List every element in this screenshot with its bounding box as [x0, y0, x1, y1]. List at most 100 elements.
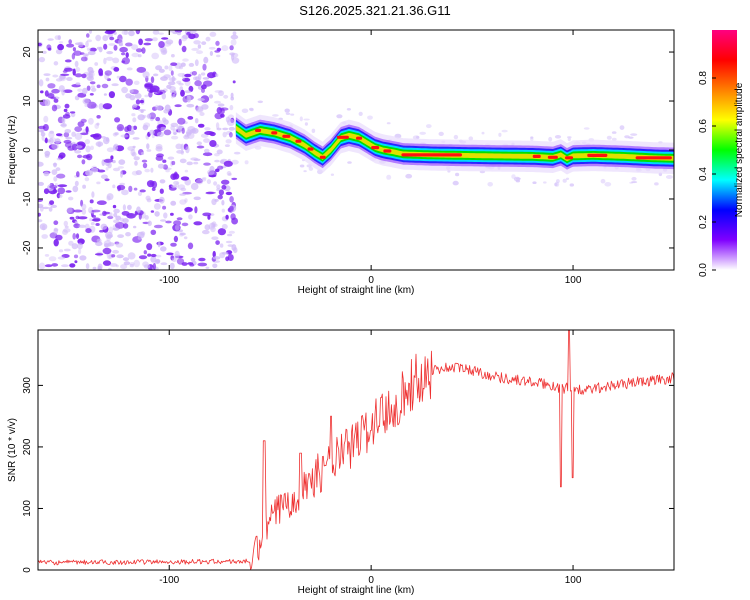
noise-blob [58, 249, 64, 253]
noise-blob [89, 93, 94, 96]
ridge-hotspot [356, 136, 363, 140]
noise-blob [189, 30, 197, 34]
noise-blob [56, 157, 62, 161]
halo-blob [299, 116, 303, 122]
halo-blob [498, 132, 502, 137]
noise-blob [82, 184, 86, 189]
noise-blob [180, 176, 190, 181]
noise-blob [122, 204, 126, 211]
noise-blob [191, 127, 199, 134]
noise-blob [71, 143, 78, 151]
noise-blob [131, 113, 136, 117]
noise-blob [187, 116, 194, 120]
noise-blob [63, 220, 68, 227]
noise-blob [152, 106, 158, 111]
halo-blob [548, 136, 553, 142]
noise-blob [39, 206, 44, 212]
noise-blob [103, 158, 114, 163]
noise-blob [197, 98, 205, 101]
noise-blob [76, 171, 80, 178]
noise-blob [198, 257, 206, 262]
noise-blob [106, 193, 114, 201]
noise-blob [186, 129, 192, 137]
noise-blob [49, 137, 57, 143]
y-tick-label: 200 [22, 438, 33, 455]
noise-blob [77, 121, 85, 127]
noise-blob [147, 113, 151, 119]
noise-blob [217, 165, 224, 170]
noise-blob [66, 207, 73, 213]
noise-blob [55, 234, 63, 241]
noise-blob [180, 143, 184, 151]
noise-blob [202, 212, 212, 217]
noise-blob [102, 103, 113, 110]
noise-blob [114, 117, 121, 123]
noise-blob [154, 211, 160, 217]
noise-blob [124, 126, 130, 133]
noise-blob [204, 148, 210, 153]
y-tick-label: 0 [22, 147, 33, 153]
halo-blob [241, 108, 249, 114]
halo-blob [567, 136, 572, 139]
noise-blob [104, 178, 110, 182]
noise-blob [177, 117, 186, 125]
noise-blob [107, 162, 112, 169]
noise-blob [150, 253, 157, 258]
noise-blob [138, 38, 144, 46]
noise-blob [133, 156, 140, 161]
noise-blob [113, 44, 118, 51]
spectrogram-ylabel: Frequency (Hz) [7, 116, 18, 185]
noise-blob [131, 152, 137, 157]
noise-blob [44, 99, 51, 107]
noise-blob [186, 161, 193, 166]
noise-blob [215, 240, 220, 246]
noise-blob [82, 53, 90, 57]
noise-blob [41, 234, 48, 239]
noise-blob [159, 188, 164, 194]
noise-blob [211, 198, 217, 206]
noise-blob [180, 187, 187, 192]
noise-blob [144, 38, 154, 42]
noise-blob [38, 79, 44, 87]
noise-blob [137, 114, 145, 121]
halo-blob [452, 180, 459, 186]
noise-blob [58, 194, 63, 198]
noise-blob [53, 239, 59, 247]
noise-blob [113, 67, 120, 72]
noise-blob [57, 256, 66, 260]
noise-blob [133, 225, 137, 229]
noise-blob [123, 261, 131, 266]
noise-blob [195, 106, 204, 113]
noise-blob [159, 179, 166, 184]
y-tick-label: 0 [22, 567, 33, 573]
noise-blob [155, 116, 161, 122]
noise-blob [38, 262, 46, 270]
snr-xlabel: Height of straight line (km) [298, 585, 415, 596]
noise-blob [131, 52, 140, 58]
noise-blob [196, 145, 205, 149]
noise-blob [170, 242, 177, 247]
noise-blob [144, 82, 154, 89]
noise-blob [138, 213, 142, 220]
noise-blob [229, 45, 234, 51]
noise-blob [121, 86, 128, 94]
noise-blob [132, 103, 138, 108]
noise-blob [91, 191, 95, 198]
noise-blob [228, 230, 235, 234]
noise-blob [135, 30, 141, 35]
noise-blob [162, 205, 167, 210]
noise-blob [144, 94, 149, 98]
noise-blob [193, 40, 201, 45]
x-tick-label: 0 [368, 575, 374, 586]
noise-blob [98, 68, 103, 76]
noise-blob [57, 187, 66, 195]
noise-blob [112, 204, 117, 209]
halo-blob [530, 137, 534, 142]
noise-blob [54, 138, 61, 144]
noise-blob [69, 111, 76, 114]
halo-blob [304, 122, 308, 126]
noise-blob [79, 255, 87, 261]
noise-blob [87, 50, 96, 56]
noise-blob [51, 263, 59, 267]
noise-blob [52, 74, 59, 78]
